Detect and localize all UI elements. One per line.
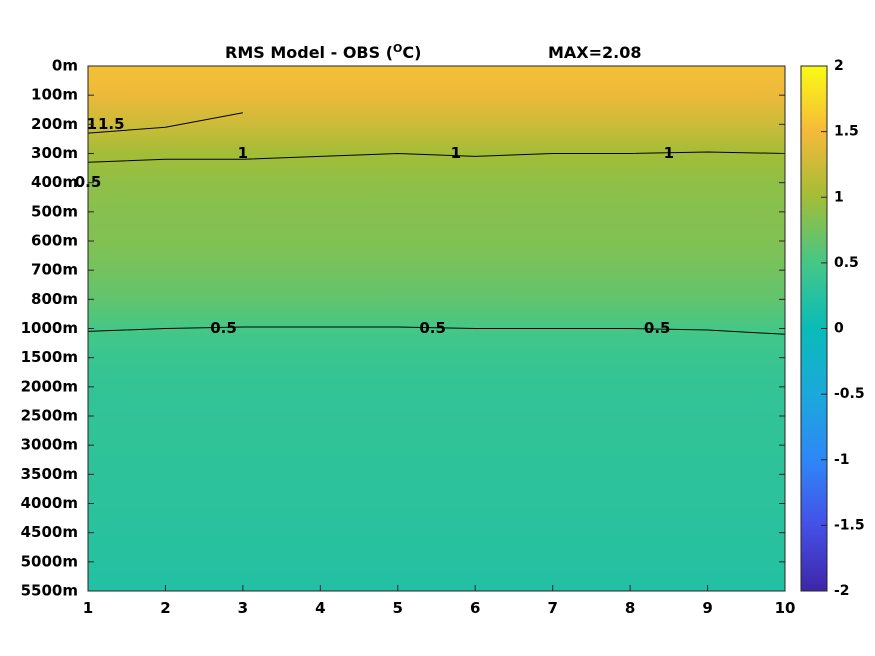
y-tick-label: 400m [31, 173, 78, 191]
contour-lines [87, 112, 786, 335]
y-tick-label: 4500m [21, 523, 78, 541]
y-tick-label: 0m [52, 57, 78, 75]
y-tick-label: 5500m [21, 582, 78, 600]
colorbar-tick-label: 1.5 [834, 124, 859, 140]
contour-label: 0.5 [210, 319, 237, 337]
y-tick-label: 3500m [21, 465, 78, 483]
colorbar-tick-label: -1.5 [834, 517, 865, 533]
y-tick-label: 3000m [21, 436, 78, 454]
x-tick-label: 8 [625, 599, 635, 617]
y-axis-ticks: 0m 100m 200m 300m 400m 500m 600m 700m 800m 1000m 1… [21, 57, 785, 600]
colorbar-ticks: 2 1.5 1 0.5 0 -0.5 -1 -1.5 -2 [821, 58, 865, 599]
y-tick-label: 700m [31, 261, 78, 279]
colorbar-tick-label: 0 [834, 321, 844, 337]
contour-label: 1 [664, 144, 674, 162]
contour-line-1 [87, 151, 786, 163]
x-tick-label: 7 [547, 599, 557, 617]
chart-title: RMS Model - OBS (OC) [225, 42, 421, 62]
x-tick-label: 5 [393, 599, 403, 617]
y-tick-label: 600m [31, 232, 78, 250]
y-tick-label: 1500m [21, 348, 78, 366]
y-tick-label: 100m [31, 86, 78, 104]
contour-label: 1 [238, 144, 248, 162]
contour-label: 1 [451, 144, 461, 162]
x-tick-label: 1 [83, 599, 93, 617]
x-tick-label: 4 [315, 599, 325, 617]
y-tick-label: 4000m [21, 494, 78, 512]
colorbar-tick-label: -2 [834, 583, 850, 599]
contour-labels: 1.510.51 1 10.5 0.5 0.5 [75, 115, 674, 337]
x-tick-label: 10 [775, 599, 796, 617]
contour-label: 1.5 [98, 115, 125, 133]
y-tick-label: 2500m [21, 407, 78, 425]
max-value-label: MAX=2.08 [548, 43, 642, 62]
x-tick-label: 6 [470, 599, 480, 617]
contour-line-0-5 [87, 326, 786, 335]
y-tick-label: 200m [31, 115, 78, 133]
y-tick-label: 500m [31, 202, 78, 220]
y-tick-label: 2000m [21, 377, 78, 395]
x-axis-ticks: 1 2 3 4 5 6 7 8 9 10 [83, 585, 796, 617]
colorbar-tick-label: 0.5 [834, 255, 859, 271]
contour-line-1-5 [87, 112, 243, 134]
heatmap-field-fill [88, 66, 785, 591]
y-tick-label: 5000m [21, 552, 78, 570]
contour-label: 0.5 [644, 319, 671, 337]
heatmap-field [88, 66, 785, 591]
y-tick-label: 1000m [21, 319, 78, 337]
colorbar-tick-label: -0.5 [834, 386, 865, 402]
x-tick-label: 9 [702, 599, 712, 617]
y-tick-label: 300m [31, 144, 78, 162]
x-tick-label: 2 [160, 599, 170, 617]
colorbar-tick-label: 1 [834, 189, 844, 205]
colorbar-tick-label: -1 [834, 452, 850, 468]
x-tick-label: 3 [238, 599, 248, 617]
contour-label: 0.5 [419, 319, 446, 337]
y-tick-label: 800m [31, 290, 78, 308]
colorbar-tick-label: 2 [834, 58, 844, 74]
